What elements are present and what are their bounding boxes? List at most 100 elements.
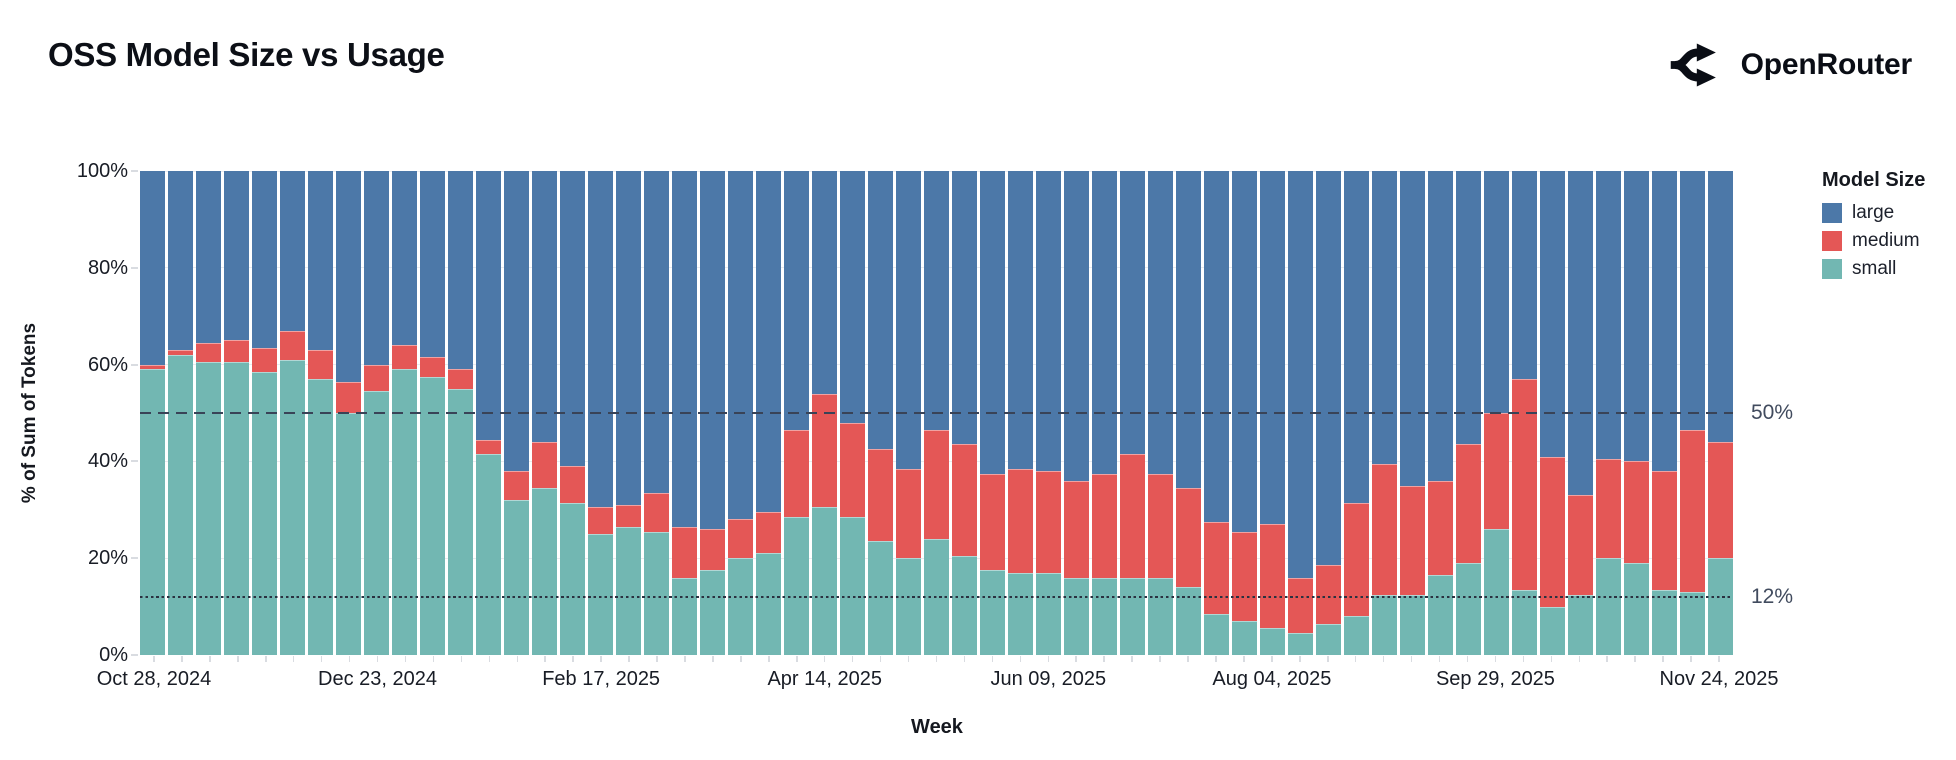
bar-segment-medium[interactable] [1008, 468, 1034, 573]
bar-segment-small[interactable] [1596, 558, 1622, 655]
bar-segment-small[interactable] [896, 558, 922, 655]
bar-week-Nov 17, 2025[interactable] [1680, 171, 1706, 655]
bar-segment-medium[interactable] [1288, 577, 1314, 634]
bar-segment-small[interactable] [1400, 594, 1426, 655]
bar-segment-large[interactable] [896, 171, 922, 469]
bar-week-Jul 07, 2025[interactable] [1148, 171, 1174, 655]
bar-week-Nov 25, 2024[interactable] [252, 171, 278, 655]
bar-segment-large[interactable] [1176, 171, 1202, 489]
bar-segment-medium[interactable] [336, 381, 362, 413]
bar-segment-large[interactable] [1344, 171, 1370, 503]
bar-segment-small[interactable] [1288, 633, 1314, 655]
bar-segment-large[interactable] [1120, 171, 1146, 455]
bar-segment-medium[interactable] [140, 364, 166, 370]
bar-segment-medium[interactable] [644, 492, 670, 532]
bar-segment-small[interactable] [420, 376, 446, 655]
bar-week-Jan 06, 2025[interactable] [420, 171, 446, 655]
bar-segment-medium[interactable] [364, 364, 390, 392]
bar-segment-small[interactable] [1344, 616, 1370, 655]
bar-segment-medium[interactable] [1652, 471, 1678, 590]
bar-segment-medium[interactable] [1372, 463, 1398, 595]
bar-segment-medium[interactable] [1232, 531, 1258, 622]
bar-segment-medium[interactable] [1344, 502, 1370, 617]
bar-segment-medium[interactable] [1624, 461, 1650, 564]
bar-segment-large[interactable] [1568, 171, 1594, 496]
bar-segment-medium[interactable] [924, 429, 950, 539]
bar-segment-medium[interactable] [560, 466, 586, 503]
bar-segment-small[interactable] [1036, 572, 1062, 655]
bar-segment-large[interactable] [980, 171, 1006, 474]
bar-segment-large[interactable] [1680, 171, 1706, 430]
bar-segment-large[interactable] [1708, 171, 1734, 443]
bar-segment-medium[interactable] [1204, 521, 1230, 614]
bar-segment-medium[interactable] [224, 340, 250, 363]
bar-segment-small[interactable] [1428, 575, 1454, 655]
bar-week-Dec 23, 2024[interactable] [364, 171, 390, 655]
bar-segment-medium[interactable] [1512, 379, 1538, 590]
bar-week-Nov 10, 2025[interactable] [1652, 171, 1678, 655]
bar-week-Mar 17, 2025[interactable] [700, 171, 726, 655]
bar-segment-medium[interactable] [196, 342, 222, 363]
bar-segment-small[interactable] [588, 534, 614, 655]
bar-segment-medium[interactable] [1456, 444, 1482, 564]
bar-segment-small[interactable] [1484, 529, 1510, 655]
bar-segment-medium[interactable] [952, 444, 978, 556]
bar-week-Jun 16, 2025[interactable] [1064, 171, 1090, 655]
bar-segment-large[interactable] [168, 171, 194, 351]
bar-segment-large[interactable] [532, 171, 558, 443]
bar-segment-large[interactable] [812, 171, 838, 394]
bar-segment-large[interactable] [1372, 171, 1398, 464]
bar-segment-small[interactable] [616, 526, 642, 655]
bar-week-Apr 28, 2025[interactable] [868, 171, 894, 655]
bar-segment-small[interactable] [728, 558, 754, 655]
bar-segment-small[interactable] [224, 362, 250, 655]
bar-segment-large[interactable] [280, 171, 306, 331]
bar-segment-large[interactable] [1204, 171, 1230, 522]
bar-segment-large[interactable] [672, 171, 698, 527]
bar-segment-small[interactable] [952, 555, 978, 655]
bar-segment-small[interactable] [1008, 572, 1034, 655]
bar-week-Jul 28, 2025[interactable] [1232, 171, 1258, 655]
bar-week-Aug 11, 2025[interactable] [1288, 171, 1314, 655]
bar-segment-large[interactable] [784, 171, 810, 430]
bar-week-Feb 10, 2025[interactable] [560, 171, 586, 655]
bar-segment-medium[interactable] [728, 519, 754, 559]
bar-segment-large[interactable] [140, 171, 166, 365]
bar-segment-large[interactable] [420, 171, 446, 358]
bar-segment-medium[interactable] [392, 345, 418, 370]
bar-segment-large[interactable] [1316, 171, 1342, 566]
bar-segment-large[interactable] [392, 171, 418, 346]
bar-week-Jun 02, 2025[interactable] [1008, 171, 1034, 655]
bar-segment-large[interactable] [1288, 171, 1314, 578]
bar-week-Aug 04, 2025[interactable] [1260, 171, 1286, 655]
bar-segment-medium[interactable] [588, 507, 614, 534]
bar-segment-small[interactable] [756, 553, 782, 655]
bar-segment-small[interactable] [1680, 592, 1706, 655]
bar-segment-medium[interactable] [1316, 565, 1342, 624]
bar-segment-small[interactable] [1456, 563, 1482, 655]
bar-week-Feb 24, 2025[interactable] [616, 171, 642, 655]
bar-week-Oct 13, 2025[interactable] [1540, 171, 1566, 655]
bar-week-Oct 28, 2024[interactable] [140, 171, 166, 655]
bar-segment-large[interactable] [336, 171, 362, 382]
bar-segment-small[interactable] [1148, 577, 1174, 655]
bar-segment-medium[interactable] [896, 468, 922, 559]
bar-segment-small[interactable] [1204, 613, 1230, 655]
bar-segment-large[interactable] [728, 171, 754, 520]
bar-segment-large[interactable] [1540, 171, 1566, 457]
bar-segment-medium[interactable] [1428, 480, 1454, 576]
bar-week-Sep 01, 2025[interactable] [1372, 171, 1398, 655]
bar-segment-small[interactable] [1624, 563, 1650, 655]
bar-segment-medium[interactable] [168, 350, 194, 355]
bar-segment-small[interactable] [1232, 621, 1258, 655]
bar-segment-small[interactable] [532, 488, 558, 655]
bar-segment-small[interactable] [1316, 623, 1342, 655]
bar-week-Mar 10, 2025[interactable] [672, 171, 698, 655]
bar-segment-small[interactable] [784, 517, 810, 655]
bar-segment-large[interactable] [644, 171, 670, 493]
bar-week-Jan 20, 2025[interactable] [476, 171, 502, 655]
bar-segment-small[interactable] [1568, 594, 1594, 655]
bar-segment-large[interactable] [588, 171, 614, 508]
bar-week-Dec 30, 2024[interactable] [392, 171, 418, 655]
bar-segment-medium[interactable] [280, 330, 306, 360]
